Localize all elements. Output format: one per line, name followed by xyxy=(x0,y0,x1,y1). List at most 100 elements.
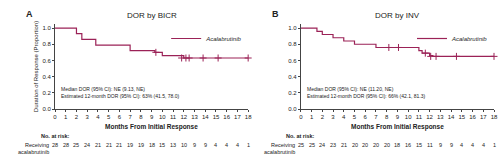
svg-text:9: 9 xyxy=(150,114,154,120)
svg-text:20: 20 xyxy=(352,142,358,148)
svg-text:0: 0 xyxy=(299,114,303,120)
svg-text:9: 9 xyxy=(396,114,400,120)
svg-text:0.6: 0.6 xyxy=(42,58,51,64)
svg-text:4: 4 xyxy=(342,114,346,120)
svg-text:DOR by BICR: DOR by BICR xyxy=(127,11,177,20)
svg-text:0.8: 0.8 xyxy=(288,41,297,47)
svg-text:10: 10 xyxy=(405,114,412,120)
svg-text:12: 12 xyxy=(426,114,433,120)
svg-text:17: 17 xyxy=(234,114,241,120)
svg-text:15: 15 xyxy=(159,142,165,148)
svg-text:Months From Initial Response: Months From Initial Response xyxy=(105,123,198,131)
svg-text:21: 21 xyxy=(341,142,347,148)
svg-text:Median DOR (95% CI): NE (9.13,: Median DOR (95% CI): NE (9.13, NE)Estima… xyxy=(61,86,179,99)
svg-text:15: 15 xyxy=(416,142,422,148)
svg-text:0: 0 xyxy=(53,114,57,120)
svg-text:1.0: 1.0 xyxy=(42,25,51,31)
svg-text:4: 4 xyxy=(460,142,463,148)
svg-text:4: 4 xyxy=(225,142,228,148)
svg-text:14: 14 xyxy=(202,114,209,120)
svg-text:1: 1 xyxy=(310,114,314,120)
svg-text:No. at risk:: No. at risk: xyxy=(286,133,315,139)
svg-text:19: 19 xyxy=(138,142,144,148)
svg-text:9: 9 xyxy=(193,142,196,148)
svg-text:24: 24 xyxy=(319,142,325,148)
svg-text:2: 2 xyxy=(75,114,79,120)
svg-text:4: 4 xyxy=(214,142,217,148)
svg-text:4: 4 xyxy=(96,114,100,120)
svg-text:Receivingacalabrutinib: Receivingacalabrutinib xyxy=(264,142,295,155)
svg-text:1.0: 1.0 xyxy=(288,25,297,31)
svg-text:1: 1 xyxy=(247,142,250,148)
svg-text:7: 7 xyxy=(128,114,132,120)
svg-text:28: 28 xyxy=(63,142,69,148)
svg-text:23: 23 xyxy=(330,142,336,148)
svg-text:DOR by INV: DOR by INV xyxy=(375,11,420,20)
svg-text:13: 13 xyxy=(191,114,198,120)
svg-text:0.6: 0.6 xyxy=(288,58,297,64)
svg-text:13: 13 xyxy=(437,114,444,120)
svg-text:5: 5 xyxy=(107,114,111,120)
svg-text:9: 9 xyxy=(439,142,442,148)
svg-text:18: 18 xyxy=(245,114,252,120)
svg-text:17: 17 xyxy=(480,114,487,120)
svg-text:0.8: 0.8 xyxy=(42,41,51,47)
svg-text:A: A xyxy=(26,9,33,19)
svg-text:1: 1 xyxy=(64,114,68,120)
svg-text:Receivingacalabrutinib: Receivingacalabrutinib xyxy=(18,142,49,155)
svg-text:4: 4 xyxy=(236,142,239,148)
svg-text:7: 7 xyxy=(374,114,378,120)
svg-text:10: 10 xyxy=(181,142,187,148)
svg-text:28: 28 xyxy=(52,142,58,148)
svg-text:1: 1 xyxy=(493,142,496,148)
svg-text:0.4: 0.4 xyxy=(288,74,297,80)
svg-text:Acalabrutinib: Acalabrutinib xyxy=(451,36,487,42)
svg-text:20: 20 xyxy=(362,142,368,148)
svg-text:2: 2 xyxy=(321,114,325,120)
svg-text:Duration of Response (Proporti: Duration of Response (Proportion) xyxy=(33,21,39,112)
svg-text:Acalabrutinib: Acalabrutinib xyxy=(205,36,241,42)
svg-text:9: 9 xyxy=(450,142,453,148)
svg-text:12: 12 xyxy=(180,114,187,120)
svg-text:Months From Initial Response: Months From Initial Response xyxy=(351,123,444,131)
svg-text:15: 15 xyxy=(458,114,465,120)
svg-text:B: B xyxy=(272,9,279,19)
svg-text:14: 14 xyxy=(448,114,455,120)
svg-text:0.2: 0.2 xyxy=(288,90,297,96)
svg-text:24: 24 xyxy=(84,142,90,148)
svg-text:11: 11 xyxy=(427,142,433,148)
svg-text:3: 3 xyxy=(86,114,90,120)
svg-text:6: 6 xyxy=(118,114,122,120)
svg-text:6: 6 xyxy=(364,114,368,120)
svg-text:19: 19 xyxy=(127,142,133,148)
svg-text:11: 11 xyxy=(416,114,423,120)
svg-text:8: 8 xyxy=(385,114,389,120)
svg-text:0.4: 0.4 xyxy=(42,74,51,80)
svg-text:4: 4 xyxy=(471,142,474,148)
svg-text:16: 16 xyxy=(405,142,411,148)
svg-text:10: 10 xyxy=(159,114,166,120)
svg-text:15: 15 xyxy=(213,114,220,120)
svg-text:0.0: 0.0 xyxy=(288,106,297,112)
svg-text:25: 25 xyxy=(309,142,315,148)
svg-text:21: 21 xyxy=(106,142,112,148)
svg-text:18: 18 xyxy=(491,114,498,120)
svg-text:0.0: 0.0 xyxy=(42,106,51,112)
svg-text:20: 20 xyxy=(373,142,379,148)
svg-text:5: 5 xyxy=(353,114,357,120)
svg-text:Median DOR (95% CI): NE (11.20: Median DOR (95% CI): NE (11.20, NE)Estim… xyxy=(307,86,425,99)
svg-text:25: 25 xyxy=(73,142,79,148)
svg-text:9: 9 xyxy=(204,142,207,148)
svg-text:16: 16 xyxy=(469,114,476,120)
svg-text:0.2: 0.2 xyxy=(42,90,51,96)
svg-text:4: 4 xyxy=(482,142,485,148)
svg-text:25: 25 xyxy=(298,142,304,148)
svg-text:21: 21 xyxy=(116,142,122,148)
svg-text:3: 3 xyxy=(331,114,335,120)
svg-text:18: 18 xyxy=(149,142,155,148)
svg-text:11: 11 xyxy=(170,114,177,120)
svg-text:No. at risk:: No. at risk: xyxy=(41,133,70,139)
svg-text:16: 16 xyxy=(223,114,230,120)
svg-text:18: 18 xyxy=(394,142,400,148)
svg-text:8: 8 xyxy=(139,114,143,120)
